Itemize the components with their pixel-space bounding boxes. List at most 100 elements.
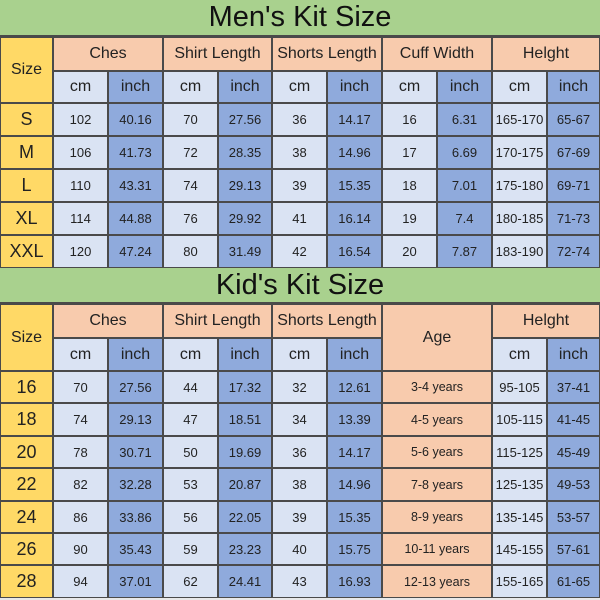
mens-value-cell: 183-190: [492, 235, 547, 268]
kids-age-cell: 5-6 years: [382, 436, 492, 468]
unit-header-cm: cm: [163, 338, 218, 371]
kids-value-cell: 32.28: [108, 468, 163, 501]
mens-value-cell: 36: [272, 103, 327, 136]
mens-size-cell: M: [0, 136, 53, 169]
mens-value-cell: 110: [53, 169, 108, 202]
kids-age-cell: 10-11 years: [382, 533, 492, 565]
kids-age-cell: 12-13 years: [382, 565, 492, 598]
kids-height-cm-cell: 155-165: [492, 565, 547, 598]
mens-value-cell: 70: [163, 103, 218, 136]
kids-size-cell: 20: [0, 436, 53, 468]
unit-header-inch: inch: [547, 71, 600, 103]
unit-header-cm: cm: [53, 338, 108, 371]
kids-size-header: Size: [0, 304, 53, 371]
kids-height-inch-cell: 57-61: [547, 533, 600, 565]
kids-height-inch-cell: 45-49: [547, 436, 600, 468]
mens-value-cell: 65-67: [547, 103, 600, 136]
mens-value-cell: 7.87: [437, 235, 492, 268]
mens-value-cell: 29.92: [218, 202, 272, 235]
kids-value-cell: 24.41: [218, 565, 272, 598]
mens-value-cell: 44.88: [108, 202, 163, 235]
mens-group-header: Helght: [492, 37, 600, 71]
kids-value-cell: 37.01: [108, 565, 163, 598]
mens-value-cell: 20: [382, 235, 437, 268]
kids-height-inch-cell: 49-53: [547, 468, 600, 501]
mens-value-cell: 165-170: [492, 103, 547, 136]
unit-header-cm: cm: [382, 71, 437, 103]
kids-group-header: Shorts Length: [272, 304, 382, 338]
kids-value-cell: 20.87: [218, 468, 272, 501]
kids-value-cell: 17.32: [218, 371, 272, 403]
mens-value-cell: 6.31: [437, 103, 492, 136]
kids-size-cell: 18: [0, 403, 53, 436]
kids-value-cell: 94: [53, 565, 108, 598]
mens-value-cell: 31.49: [218, 235, 272, 268]
mens-value-cell: 39: [272, 169, 327, 202]
mens-value-cell: 7.01: [437, 169, 492, 202]
kids-value-cell: 90: [53, 533, 108, 565]
mens-group-header: Shorts Length: [272, 37, 382, 71]
kids-value-cell: 14.96: [327, 468, 382, 501]
kids-height-inch-cell: 41-45: [547, 403, 600, 436]
mens-size-cell: L: [0, 169, 53, 202]
kids-value-cell: 35.43: [108, 533, 163, 565]
unit-header-inch: inch: [327, 338, 382, 371]
kids-value-cell: 30.71: [108, 436, 163, 468]
mens-value-cell: 41.73: [108, 136, 163, 169]
kids-value-cell: 18.51: [218, 403, 272, 436]
mens-value-cell: 16.14: [327, 202, 382, 235]
mens-size-header: Size: [0, 37, 53, 103]
mens-group-header: Ches: [53, 37, 163, 71]
kids-value-cell: 50: [163, 436, 218, 468]
kids-value-cell: 44: [163, 371, 218, 403]
kids-group-header: Ches: [53, 304, 163, 338]
mens-value-cell: 80: [163, 235, 218, 268]
mens-value-cell: 17: [382, 136, 437, 169]
kids-value-cell: 40: [272, 533, 327, 565]
mens-value-cell: 29.13: [218, 169, 272, 202]
mens-group-header: Shirt Length: [163, 37, 272, 71]
kids-value-cell: 78: [53, 436, 108, 468]
mens-value-cell: 69-71: [547, 169, 600, 202]
mens-value-cell: 28.35: [218, 136, 272, 169]
kids-size-cell: 28: [0, 565, 53, 598]
kids-value-cell: 12.61: [327, 371, 382, 403]
unit-header-cm: cm: [272, 71, 327, 103]
mens-value-cell: 15.35: [327, 169, 382, 202]
unit-header-inch: inch: [218, 338, 272, 371]
mens-value-cell: 38: [272, 136, 327, 169]
mens-value-cell: 72: [163, 136, 218, 169]
kids-height-inch-cell: 53-57: [547, 501, 600, 533]
mens-value-cell: 102: [53, 103, 108, 136]
kids-value-cell: 22.05: [218, 501, 272, 533]
unit-header-cm: cm: [492, 338, 547, 371]
mens-value-cell: 67-69: [547, 136, 600, 169]
mens-value-cell: 27.56: [218, 103, 272, 136]
mens-value-cell: 74: [163, 169, 218, 202]
kids-height-cm-cell: 95-105: [492, 371, 547, 403]
kids-value-cell: 39: [272, 501, 327, 533]
kids-size-cell: 26: [0, 533, 53, 565]
mens-value-cell: 120: [53, 235, 108, 268]
kids-value-cell: 53: [163, 468, 218, 501]
kids-value-cell: 59: [163, 533, 218, 565]
mens-value-cell: 170-175: [492, 136, 547, 169]
kids-age-cell: 3-4 years: [382, 371, 492, 403]
kids-value-cell: 29.13: [108, 403, 163, 436]
unit-header-cm: cm: [53, 71, 108, 103]
unit-header-cm: cm: [163, 71, 218, 103]
kids-value-cell: 38: [272, 468, 327, 501]
mens-value-cell: 7.4: [437, 202, 492, 235]
kids-value-cell: 74: [53, 403, 108, 436]
unit-header-inch: inch: [108, 338, 163, 371]
kids-value-cell: 70: [53, 371, 108, 403]
kids-value-cell: 13.39: [327, 403, 382, 436]
kids-value-cell: 86: [53, 501, 108, 533]
mens-size-cell: S: [0, 103, 53, 136]
unit-header-cm: cm: [492, 71, 547, 103]
mens-value-cell: 6.69: [437, 136, 492, 169]
kids-value-cell: 32: [272, 371, 327, 403]
mens-value-cell: 19: [382, 202, 437, 235]
kids-height-header: Helght: [492, 304, 600, 338]
